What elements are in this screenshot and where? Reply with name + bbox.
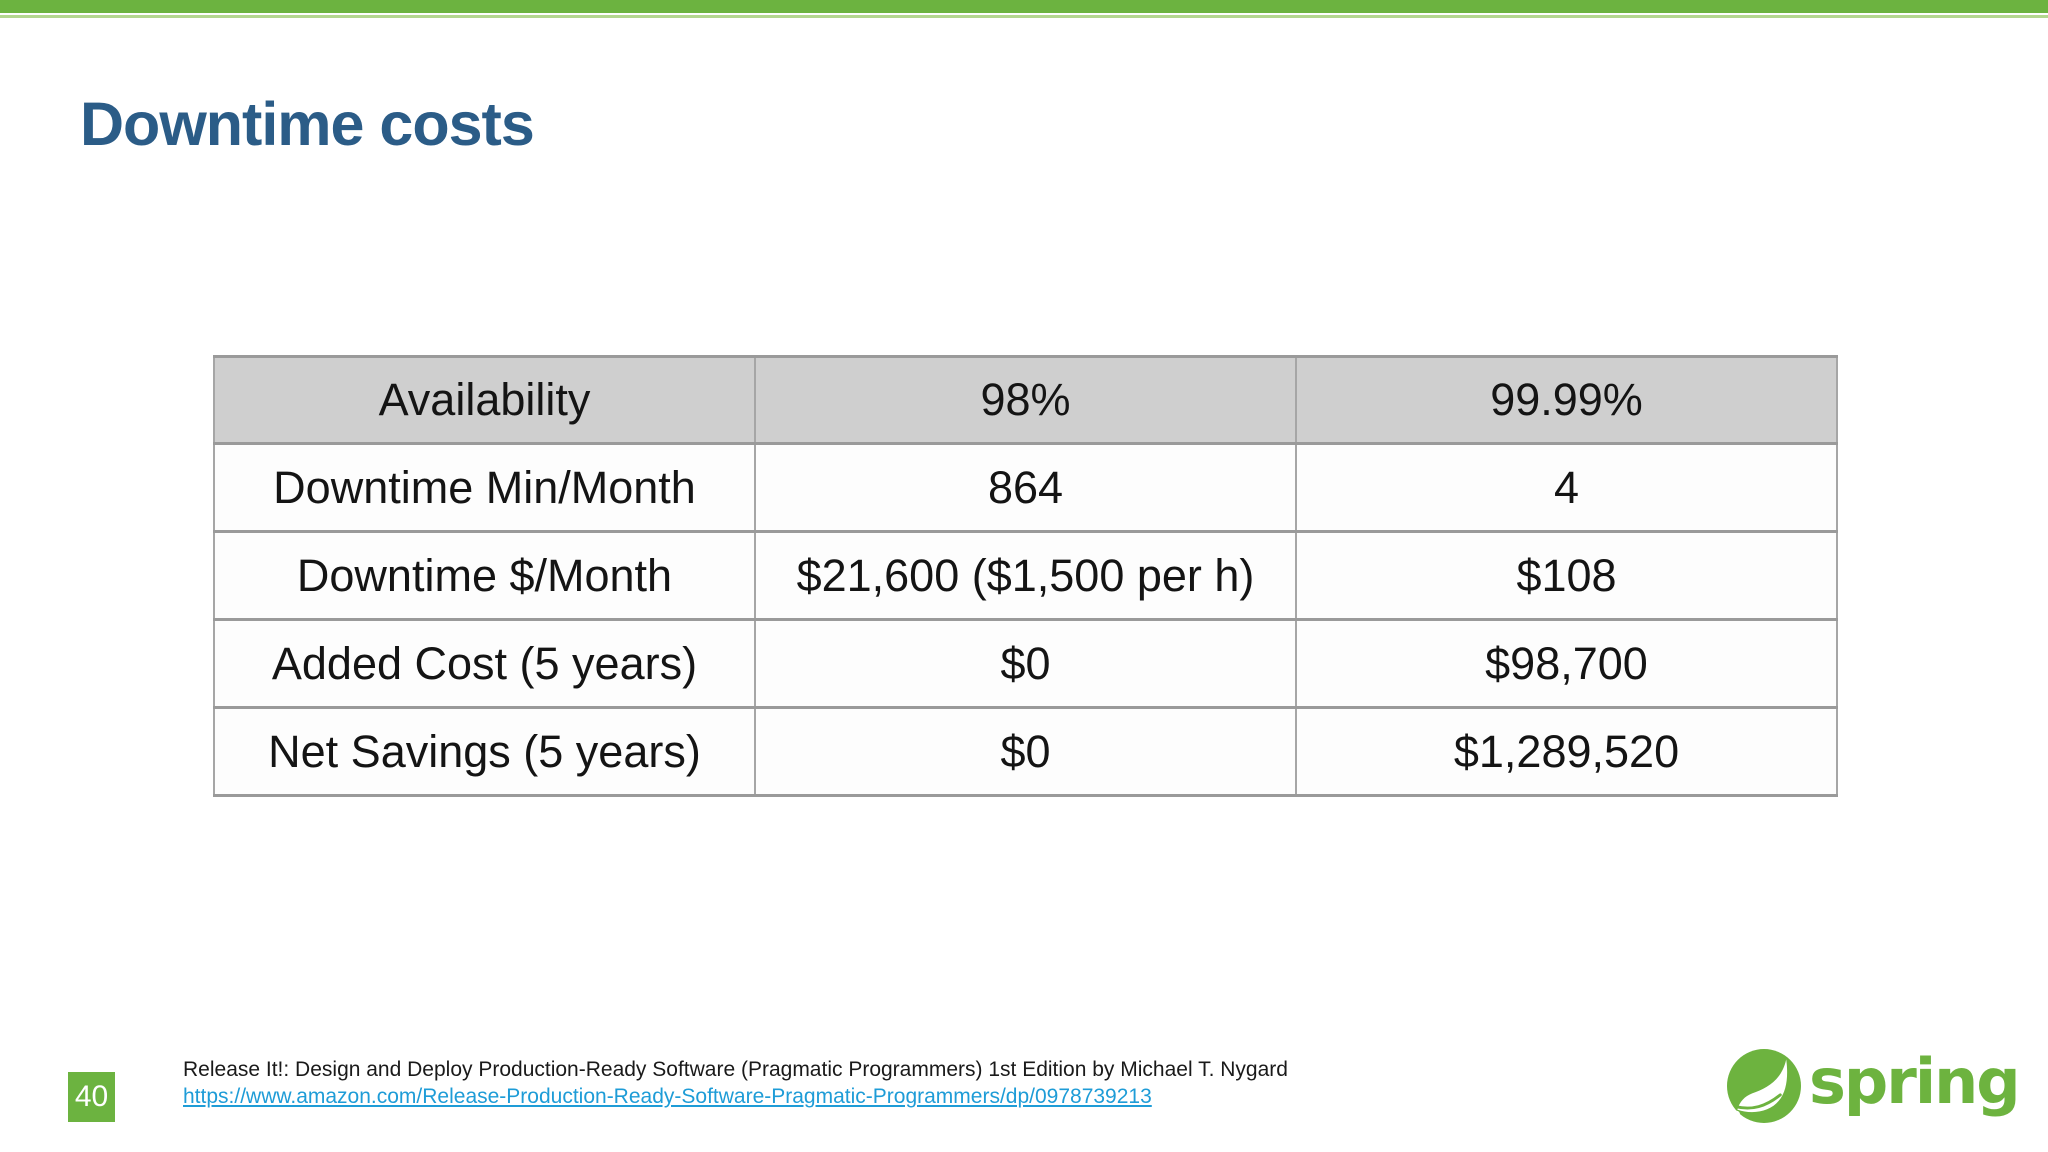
table-cell: $1,289,520 bbox=[1295, 706, 1838, 797]
table-row: Added Cost (5 years) $0 $98,700 bbox=[213, 618, 1838, 709]
page-number: 40 bbox=[74, 1080, 109, 1113]
table-row: Downtime $/Month $21,600 ($1,500 per h) … bbox=[213, 530, 1838, 621]
table-cell: $108 bbox=[1295, 530, 1838, 621]
table-row: Net Savings (5 years) $0 $1,289,520 bbox=[213, 706, 1838, 797]
reference-footnote: Release It!: Design and Deploy Productio… bbox=[183, 1056, 1288, 1112]
spring-wordmark: spring bbox=[1809, 1045, 2021, 1118]
top-accent-bar bbox=[0, 0, 2048, 13]
table-header-cell: 99.99% bbox=[1295, 355, 1838, 445]
table-cell: $21,600 ($1,500 per h) bbox=[754, 530, 1297, 621]
page-number-badge: 40 bbox=[68, 1072, 115, 1122]
table-cell: 864 bbox=[754, 442, 1297, 533]
table-cell: Net Savings (5 years) bbox=[213, 706, 756, 797]
table-header-row: Availability 98% 99.99% bbox=[213, 355, 1838, 445]
spring-leaf-icon bbox=[1727, 1049, 1801, 1123]
downtime-cost-table: Availability 98% 99.99% Downtime Min/Mon… bbox=[213, 355, 1838, 797]
table-cell: Downtime $/Month bbox=[213, 530, 756, 621]
reference-text: Release It!: Design and Deploy Productio… bbox=[183, 1058, 1288, 1081]
table-cell: $0 bbox=[754, 706, 1297, 797]
reference-link[interactable]: https://www.amazon.com/Release-Productio… bbox=[183, 1085, 1152, 1108]
table-cell: 4 bbox=[1295, 442, 1838, 533]
table-header-cell: 98% bbox=[754, 355, 1297, 445]
table-cell: $98,700 bbox=[1295, 618, 1838, 709]
spring-logo: spring bbox=[1727, 1045, 2021, 1123]
table-cell: Downtime Min/Month bbox=[213, 442, 756, 533]
page-title: Downtime costs bbox=[80, 89, 535, 158]
table-cell: Added Cost (5 years) bbox=[213, 618, 756, 709]
table-cell: $0 bbox=[754, 618, 1297, 709]
table-header-cell: Availability bbox=[213, 355, 756, 445]
table-row: Downtime Min/Month 864 4 bbox=[213, 442, 1838, 533]
top-accent-line bbox=[0, 15, 2048, 18]
